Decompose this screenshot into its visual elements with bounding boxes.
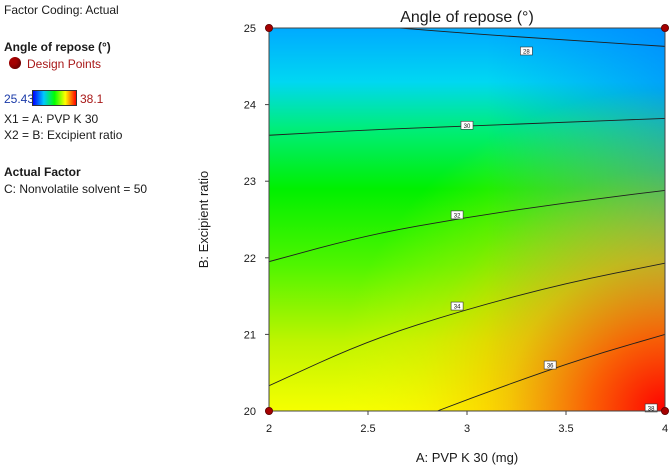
contour-label-30: 30 <box>460 120 474 130</box>
response-name: Angle of repose (°) <box>4 40 111 54</box>
x-tick-label: 3 <box>464 423 470 435</box>
actual-factor-heading: Actual Factor <box>4 165 81 179</box>
colorbar-max-label: 38.1 <box>80 92 104 106</box>
colorbar-min-label: 25.43 <box>4 92 35 106</box>
contour-label-32: 32 <box>450 210 464 219</box>
x-axis-label: A: PVP K 30 (mg) <box>416 450 518 465</box>
factor-coding-label: Factor Coding: Actual <box>4 3 119 17</box>
x-tick-label: 4 <box>662 423 668 435</box>
contour-label-36: 36 <box>543 360 557 370</box>
design-point <box>661 23 670 32</box>
colorbar <box>32 90 77 106</box>
design-point <box>661 406 670 415</box>
contour-line-34 <box>269 262 665 387</box>
x-tick-label: 3.5 <box>558 423 573 435</box>
contour-line-36 <box>437 333 665 411</box>
contour-label-text-34: 34 <box>454 305 461 311</box>
contour-line-28 <box>399 28 665 47</box>
y-axis-label: B: Excipient ratio <box>196 171 211 269</box>
contour-label-text-38: 38 <box>648 406 655 412</box>
chart-title: Angle of repose (°) <box>400 9 534 26</box>
actual-factor-value: C: Nonvolatile solvent = 50 <box>4 182 148 196</box>
contour-label-38: 38 <box>644 403 658 412</box>
y-tick-label: 21 <box>244 329 256 341</box>
x2-definition: X2 = B: Excipient ratio <box>4 128 123 142</box>
y-tick-label: 20 <box>244 406 256 418</box>
y-tick-label: 24 <box>244 100 256 112</box>
design-points-label: Design Points <box>27 57 102 71</box>
design-point <box>264 406 273 415</box>
design-point-marker <box>9 57 21 69</box>
contour-label-text-36: 36 <box>547 364 554 370</box>
contour-line-32 <box>269 189 665 263</box>
contour-line-30 <box>269 117 665 136</box>
contour-label-text-28: 28 <box>523 49 530 55</box>
x-tick-label: 2 <box>266 423 272 435</box>
contour-label-28: 28 <box>520 46 533 55</box>
y-tick-label: 25 <box>244 23 256 35</box>
design-point <box>264 23 273 32</box>
y-tick-label: 23 <box>244 176 256 188</box>
contour-label-text-32: 32 <box>454 213 461 219</box>
contour-label-34: 34 <box>450 301 464 311</box>
x-tick-label: 2.5 <box>360 423 375 435</box>
y-tick-label: 22 <box>244 253 256 265</box>
contour-label-text-30: 30 <box>464 124 471 130</box>
info-panel: Factor Coding: Actual Angle of repose (°… <box>0 0 235 468</box>
x1-definition: X1 = A: PVP K 30 <box>4 112 99 126</box>
